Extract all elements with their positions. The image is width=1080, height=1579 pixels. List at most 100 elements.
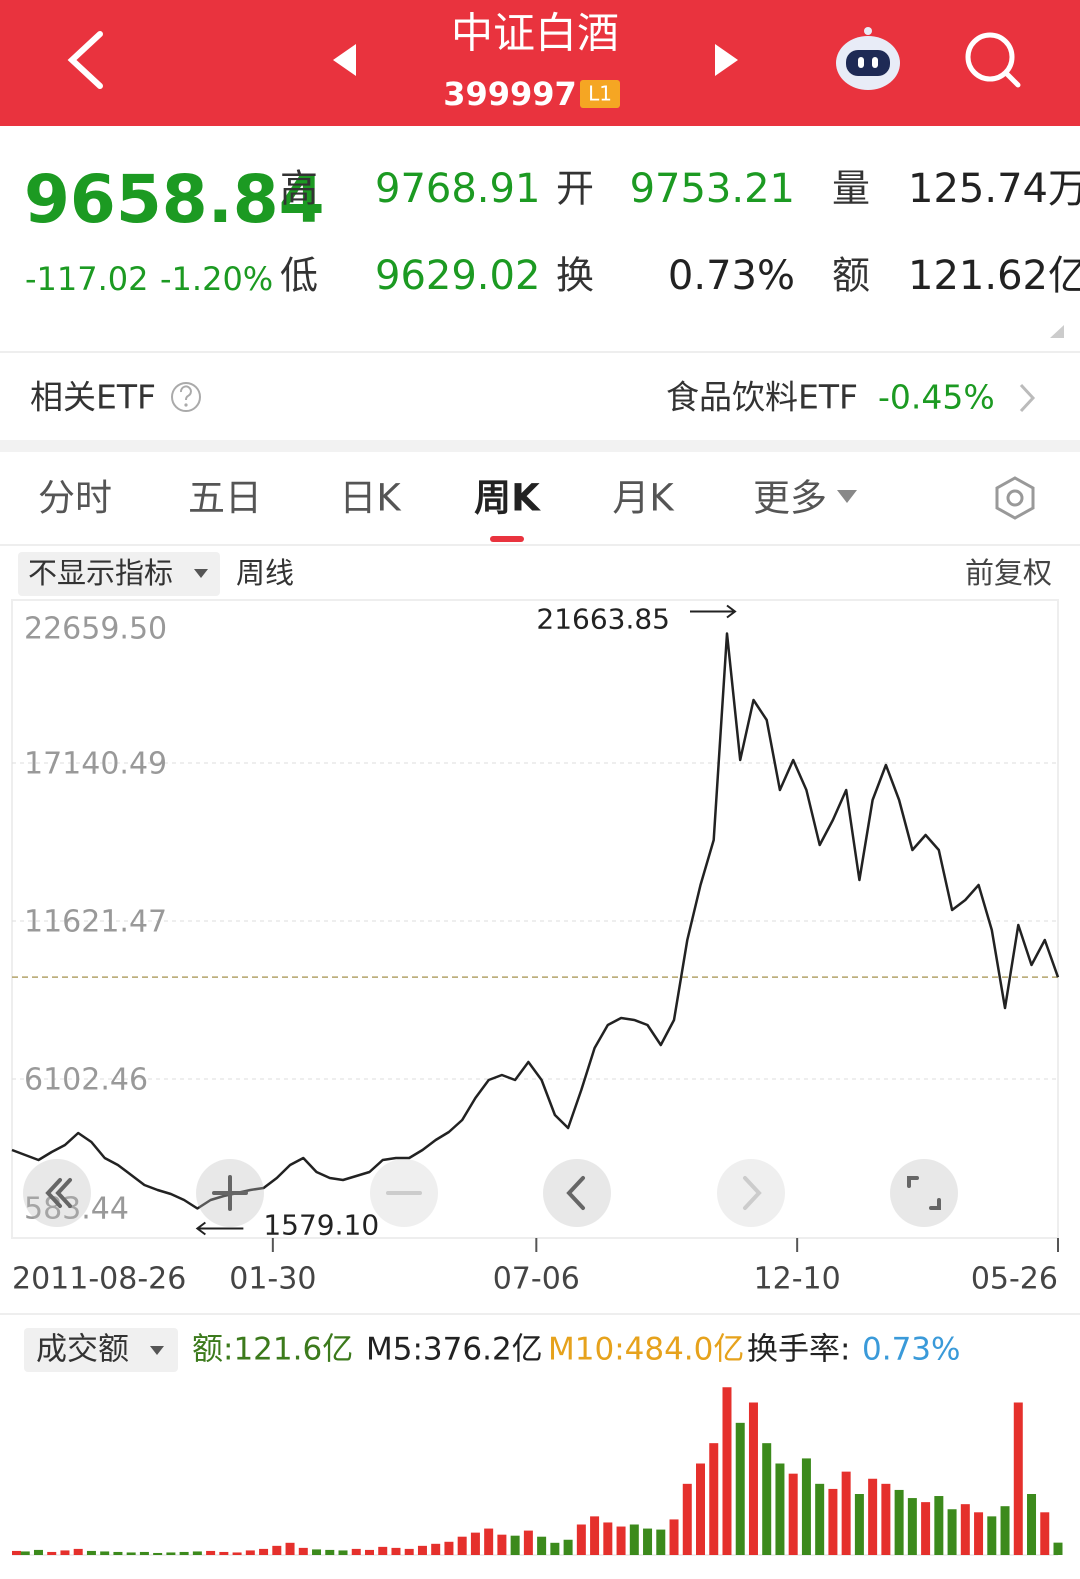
volume-bar (192, 1551, 202, 1555)
change-pct: -1.20% (160, 260, 273, 298)
volume-bar (457, 1536, 467, 1555)
volume-bar (629, 1524, 639, 1555)
volume-bar (232, 1552, 242, 1555)
volume-bar (748, 1402, 758, 1555)
tab[interactable]: 日K (339, 477, 402, 520)
volume-bar (60, 1550, 70, 1555)
volume-legend: 0.73% (862, 1332, 960, 1368)
volume-select[interactable] (24, 1328, 178, 1372)
volume-bar (86, 1550, 96, 1555)
volume-bar (259, 1548, 269, 1555)
volume-legend: 额:121.6亿 (192, 1332, 353, 1368)
volume-bar (616, 1526, 626, 1555)
volume-bar (312, 1549, 322, 1555)
settings-icon[interactable] (995, 476, 1035, 520)
period: 周线 (236, 556, 294, 590)
high-arrow (689, 604, 737, 619)
volume-bar (484, 1528, 494, 1555)
x-tick-label: 01-30 (229, 1262, 316, 1297)
low-label: 1579.10 (263, 1208, 379, 1241)
field-label: 低 (280, 254, 318, 298)
etf-chevron[interactable] (1019, 383, 1036, 413)
volume-bar (126, 1552, 136, 1555)
volume-bar (510, 1535, 520, 1555)
back-button[interactable] (67, 31, 103, 89)
field-label: 开 (556, 167, 594, 211)
volume-bar (947, 1509, 957, 1555)
price-chart: 22659.50 17140.49 11621.47 6102.46 583.44 201… (11, 603, 1060, 1297)
volume-bar (828, 1488, 838, 1555)
volume-bar (775, 1463, 785, 1555)
tab[interactable]: 分时 (38, 477, 112, 520)
next-button[interactable] (715, 44, 738, 76)
y-tick-label: 17140.49 (24, 746, 167, 781)
x-tick-label: 12-10 (754, 1262, 841, 1297)
title: 中证白酒 (451, 9, 619, 58)
search-button[interactable] (965, 32, 1021, 88)
volume-bar (563, 1539, 573, 1555)
y-tick-label: 6102.46 (24, 1062, 148, 1097)
volume-bar (841, 1471, 851, 1555)
badge: L1 (588, 82, 612, 106)
chart-frame (11, 599, 1059, 1239)
volume-bar (391, 1547, 401, 1555)
tab[interactable]: 周K (474, 477, 541, 520)
y-tick-label: 583.44 (24, 1192, 129, 1227)
volume-bar (682, 1483, 692, 1555)
volume-bar (643, 1528, 653, 1555)
volume-bar (921, 1502, 931, 1555)
adjust[interactable]: 前复权 (965, 556, 1052, 590)
tab[interactable]: 月K (612, 477, 675, 520)
volume-bar (272, 1545, 282, 1555)
prev-button[interactable] (333, 44, 356, 76)
volume-legend: M10:484.0亿 (548, 1332, 744, 1368)
volume-bar (576, 1524, 586, 1555)
volume-chart: 额:121.6亿 M5:376.2亿 M10:484.0亿 换手率: 0.73% (12, 1332, 1063, 1556)
volume-bar (1027, 1494, 1037, 1555)
tab-indicator (490, 536, 524, 542)
more-arrow (837, 490, 857, 503)
volume-bar (139, 1551, 149, 1555)
volume-bar (934, 1496, 944, 1555)
volume-bar (550, 1542, 560, 1555)
volume-bar (696, 1463, 706, 1555)
section-gap (0, 440, 1080, 452)
volume-bar (325, 1549, 335, 1555)
indicator[interactable]: 不显示指标 (28, 556, 173, 590)
volume-bar (907, 1498, 917, 1555)
help-icon[interactable] (171, 382, 201, 412)
volume-bar (537, 1536, 547, 1555)
volume-bar (298, 1547, 308, 1555)
price-line (11, 632, 1060, 1210)
volume-bar (100, 1551, 110, 1555)
tab[interactable]: 更多 (753, 477, 827, 520)
volume-bar (153, 1552, 163, 1555)
field-label: 换 (556, 254, 594, 298)
volume-bar (33, 1549, 43, 1555)
volume-bar (431, 1543, 441, 1555)
etf-name[interactable]: 食品饮料ETF (666, 378, 858, 417)
field-value: 0.73% (668, 253, 795, 299)
volume-bar (669, 1519, 679, 1555)
volume-bar (285, 1542, 295, 1555)
volume-bar (854, 1494, 864, 1555)
assistant-icon[interactable] (836, 27, 900, 90)
indicator-select[interactable] (18, 552, 220, 596)
field-value: 121.62亿 (908, 253, 1080, 299)
tab[interactable]: 五日 (188, 477, 262, 520)
volume-bar (1053, 1542, 1063, 1555)
volume-bar (20, 1551, 30, 1555)
volume-bar (1000, 1506, 1010, 1555)
field-value: 125.74万 (908, 166, 1080, 212)
volume-bar (656, 1529, 666, 1555)
volume-bar (245, 1550, 255, 1555)
volume-legend: 换手率: (747, 1332, 850, 1368)
field-label: 量 (832, 167, 870, 211)
field-label: 额 (832, 254, 870, 298)
expand-corner[interactable] (1050, 325, 1064, 338)
x-tick-label: 2011-08-26 (12, 1262, 186, 1297)
volume-selector[interactable]: 成交额 (36, 1332, 129, 1368)
field-value: 9768.91 (375, 166, 540, 212)
etf-change[interactable]: -0.45% (878, 378, 995, 417)
